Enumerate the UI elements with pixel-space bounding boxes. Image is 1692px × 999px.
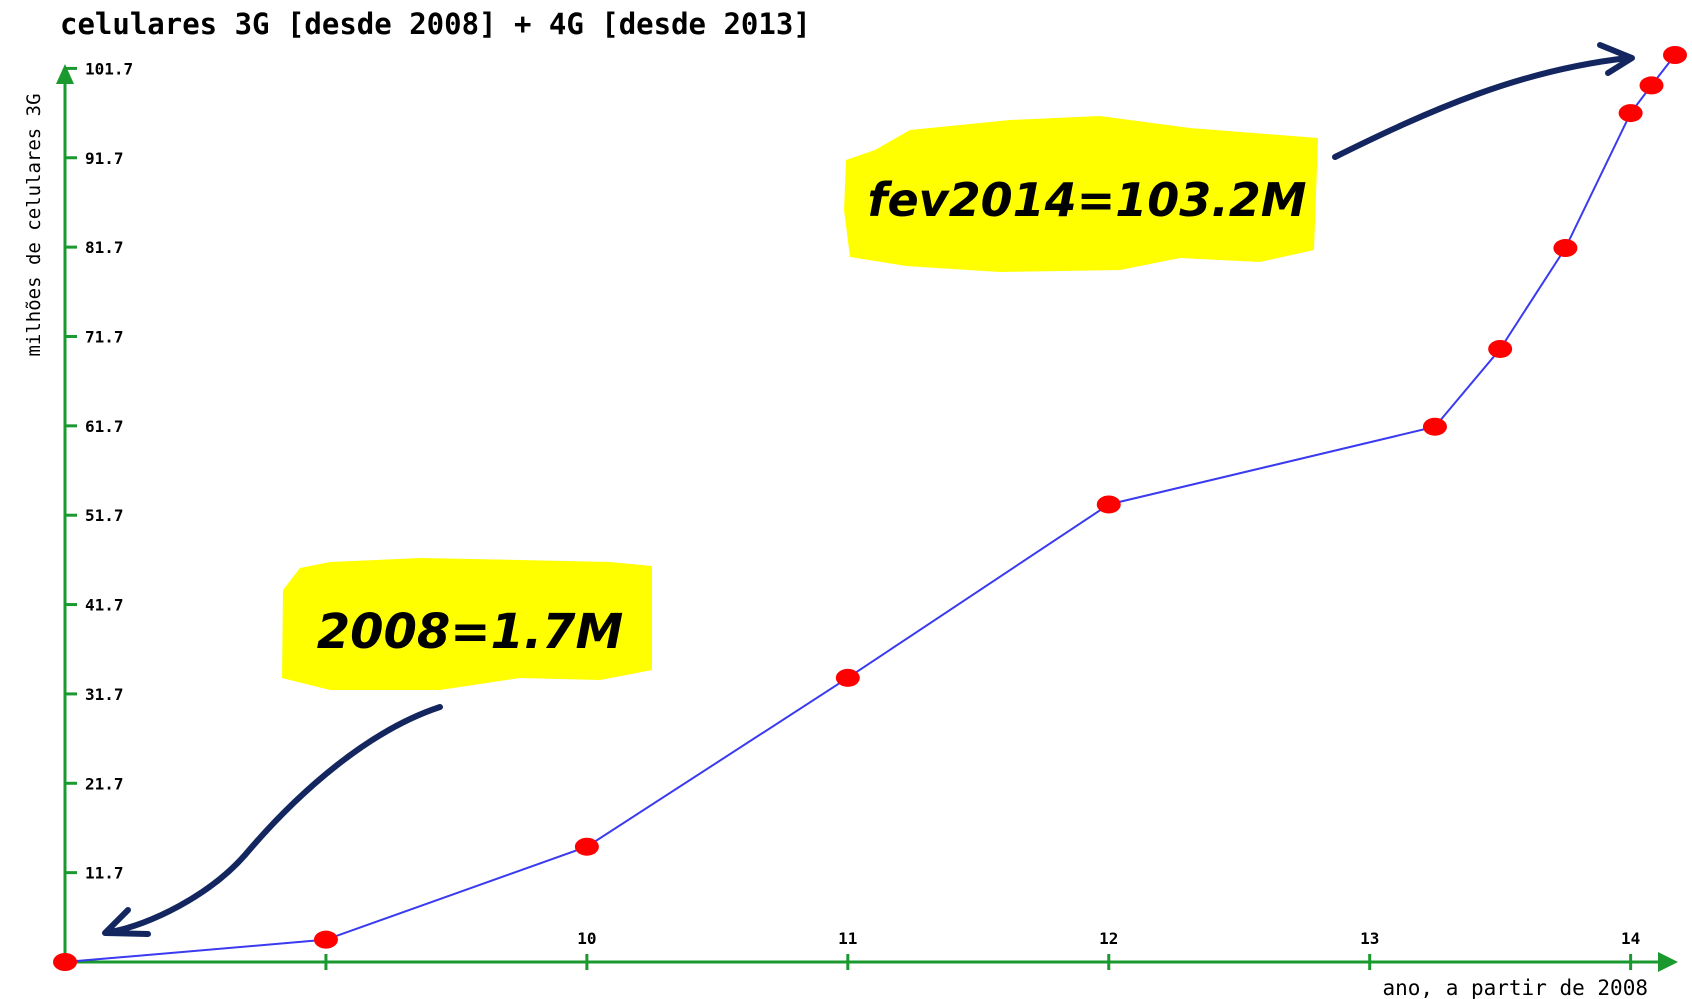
data-point: [53, 953, 77, 971]
y-ticks: 11.7 21.7 31.7 41.7 51.7 61.7 71.7 81.7 91.7 101.…: [65, 59, 133, 883]
x-tick-label: 11: [838, 929, 857, 948]
annotation-text: fev2014=103.2M: [867, 173, 1306, 227]
y-tick-label: 51.7: [85, 506, 124, 525]
y-tick-label: 91.7: [85, 149, 124, 168]
data-point: [1488, 339, 1513, 358]
x-axis-arrow-icon: [1658, 952, 1678, 972]
y-tick-label: 21.7: [85, 774, 124, 793]
data-point: [1096, 495, 1121, 514]
data-point: [835, 668, 860, 687]
y-tick-label: 61.7: [85, 417, 124, 436]
annotation-arrow: [107, 704, 443, 935]
annotation-2008: 2008=1.7M: [102, 558, 652, 937]
chart-title: celulares 3G [desde 2008] + 4G [desde 20…: [60, 7, 811, 41]
data-point: [1422, 417, 1447, 436]
arrowhead-icon: [102, 907, 151, 937]
annotation-text: 2008=1.7M: [317, 604, 624, 660]
series-line: [53, 46, 1687, 971]
data-point: [1618, 104, 1643, 123]
y-tick-label: 71.7: [85, 327, 124, 346]
data-point: [1663, 46, 1687, 64]
highlight-marker: [282, 558, 652, 690]
x-tick-label: 10: [577, 929, 596, 948]
arrowhead-icon: [1597, 42, 1635, 76]
x-tick-label: 13: [1360, 929, 1379, 948]
x-axis: [65, 952, 1678, 972]
y-tick-label: 81.7: [85, 238, 124, 257]
highlight-marker: [844, 116, 1318, 272]
annotation-arrow: [1332, 55, 1631, 160]
data-point: [313, 930, 338, 949]
annotation-feb2014: fev2014=103.2M: [844, 42, 1635, 272]
data-point: [574, 837, 599, 856]
y-tick-label: 101.7: [85, 59, 133, 78]
x-tick-label: 12: [1099, 929, 1118, 948]
x-tick-label: 14: [1621, 929, 1640, 948]
y-tick-label: 31.7: [85, 685, 124, 704]
y-axis: [56, 64, 74, 962]
data-point: [1553, 239, 1578, 258]
y-tick-label: 11.7: [85, 864, 124, 883]
x-axis-label: ano, a partir de 2008: [1382, 976, 1648, 999]
y-axis-arrow-icon: [56, 64, 74, 84]
y-axis-label: milhões de celulares 3G: [23, 93, 45, 356]
data-point: [1639, 76, 1664, 95]
y-tick-label: 41.7: [85, 596, 124, 615]
x-ticks: 10 11 12 13 14: [324, 929, 1640, 970]
